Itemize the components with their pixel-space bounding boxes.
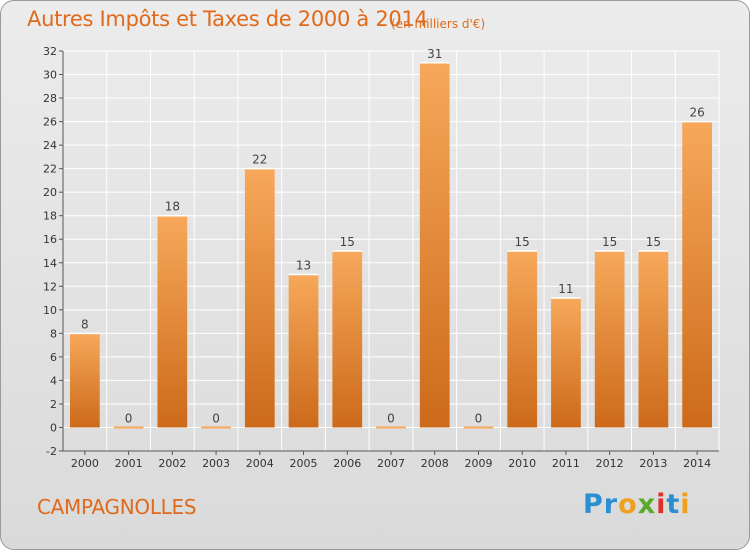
data-label: 26 (689, 106, 704, 120)
commune-name: CAMPAGNOLLES (37, 495, 197, 519)
logo-letter: P (583, 489, 604, 520)
x-tick-label: 2001 (115, 457, 143, 470)
data-label: 31 (427, 47, 442, 61)
y-tick-label: 4 (50, 374, 57, 387)
y-tick-label: 14 (43, 257, 57, 270)
logo-letter: t (666, 489, 681, 520)
data-label: 15 (646, 235, 661, 249)
y-tick-label: -2 (46, 445, 57, 458)
proxiti-logo[interactable]: Proxiti (583, 489, 691, 520)
x-tick-label: 2003 (202, 457, 230, 470)
bar (419, 62, 450, 428)
data-label: 15 (515, 235, 530, 249)
y-tick-label: 10 (43, 304, 57, 317)
bar (69, 333, 100, 428)
bar (376, 426, 406, 429)
x-tick-label: 2009 (464, 457, 492, 470)
bar (201, 426, 231, 429)
logo-letter: x (637, 489, 657, 520)
bar (551, 298, 581, 428)
chart-subtitle: (en milliers d'€) (391, 17, 486, 31)
logo-letter: o (618, 489, 638, 520)
logo-letter: r (603, 489, 619, 520)
data-label: 0 (125, 411, 133, 425)
x-tick-label: 2011 (552, 457, 580, 470)
y-tick-label: 8 (50, 327, 57, 340)
bar (288, 274, 319, 428)
y-tick-label: 24 (43, 139, 57, 152)
y-tick-label: 30 (43, 69, 57, 82)
data-label: 0 (475, 411, 483, 425)
bar (244, 168, 275, 428)
bar (638, 251, 669, 428)
x-tick-label: 2012 (596, 457, 624, 470)
data-label: 0 (212, 411, 220, 425)
data-label: 8 (81, 317, 89, 331)
x-tick-label: 2000 (71, 457, 99, 470)
y-tick-label: 16 (43, 233, 57, 246)
y-tick-label: 18 (43, 210, 57, 223)
bar (594, 251, 625, 428)
x-tick-label: 2007 (377, 457, 405, 470)
x-tick-label: 2013 (639, 457, 667, 470)
y-tick-label: 22 (43, 163, 57, 176)
x-tick-label: 2002 (158, 457, 186, 470)
data-label: 15 (602, 235, 617, 249)
y-tick-label: 20 (43, 186, 57, 199)
y-tick-label: 2 (50, 398, 57, 411)
bar (507, 251, 538, 428)
bar (332, 251, 363, 428)
y-tick-label: 0 (50, 421, 57, 434)
data-label: 22 (252, 153, 267, 167)
y-tick-label: 26 (43, 116, 57, 129)
logo-letter: i (680, 489, 691, 520)
x-tick-label: 2014 (683, 457, 711, 470)
x-tick-label: 2010 (508, 457, 536, 470)
x-tick-label: 2004 (246, 457, 274, 470)
y-tick-label: 32 (43, 45, 57, 58)
chart-title: Autres Impôts et Taxes de 2000 à 2014 (27, 7, 428, 31)
logo-letter: i (656, 489, 667, 520)
data-label: 15 (340, 235, 355, 249)
bar (682, 121, 713, 428)
x-tick-label: 2008 (421, 457, 449, 470)
bar (157, 215, 188, 428)
data-label: 0 (387, 411, 395, 425)
y-tick-label: 12 (43, 280, 57, 293)
bar (113, 426, 144, 429)
data-label: 18 (165, 200, 180, 214)
data-label: 11 (558, 282, 573, 296)
y-tick-label: 28 (43, 92, 57, 105)
x-tick-label: 2006 (333, 457, 361, 470)
data-labels: 8 0 18 0 22 13 15 0 31 0 15 11 15 15 26 (81, 47, 705, 426)
y-tick-label: 6 (50, 351, 57, 364)
data-label: 13 (296, 259, 311, 273)
bar (463, 426, 494, 429)
x-tick-label: 2005 (290, 457, 318, 470)
bars (69, 62, 713, 429)
